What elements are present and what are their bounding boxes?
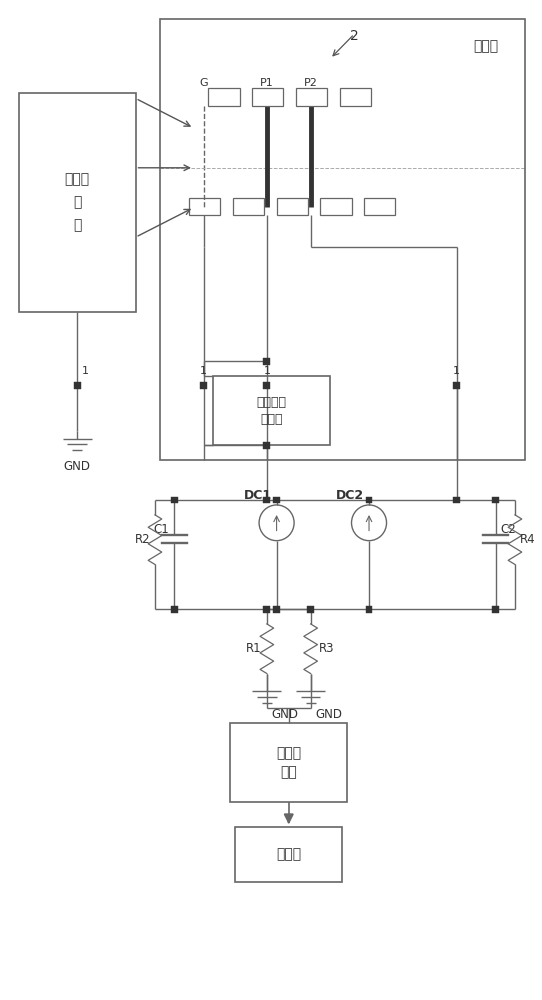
Bar — [364, 198, 395, 215]
Bar — [307, 606, 314, 613]
Text: R3: R3 — [319, 642, 334, 655]
Text: 控制信号
发生器: 控制信号 发生器 — [257, 396, 287, 426]
Bar — [214, 376, 330, 445]
Bar — [492, 606, 499, 613]
Text: R4: R4 — [520, 533, 535, 546]
Bar — [273, 497, 280, 503]
Bar — [453, 382, 460, 389]
Bar — [366, 497, 372, 503]
Text: C1: C1 — [154, 523, 170, 536]
Text: 数据采
集卡: 数据采 集卡 — [276, 747, 301, 779]
Text: R1: R1 — [247, 642, 262, 655]
Bar — [19, 93, 136, 312]
Bar — [74, 382, 81, 389]
Text: 1: 1 — [82, 366, 89, 376]
Bar — [230, 723, 347, 802]
Text: P2: P2 — [304, 78, 318, 88]
Bar — [235, 827, 342, 882]
Text: 1: 1 — [263, 366, 270, 376]
Bar — [200, 382, 207, 389]
Bar — [276, 198, 308, 215]
Text: P1: P1 — [260, 78, 274, 88]
Text: GND: GND — [63, 460, 91, 473]
Bar — [233, 198, 264, 215]
Bar — [263, 442, 270, 449]
Bar — [171, 606, 178, 613]
Text: 真空室: 真空室 — [473, 39, 498, 53]
Bar — [263, 606, 270, 613]
Bar — [189, 198, 220, 215]
Text: 2: 2 — [350, 29, 359, 43]
Text: C2: C2 — [500, 523, 516, 536]
Bar — [160, 19, 525, 460]
Text: GND: GND — [315, 708, 343, 721]
Text: 1: 1 — [453, 366, 460, 376]
Bar — [252, 88, 283, 106]
Bar — [453, 497, 460, 503]
Text: DC1: DC1 — [243, 489, 272, 502]
Bar — [263, 358, 270, 365]
Bar — [366, 606, 372, 613]
Bar — [273, 606, 280, 613]
Bar — [320, 198, 352, 215]
Text: R2: R2 — [134, 533, 150, 546]
Bar — [263, 497, 270, 503]
Bar — [296, 88, 327, 106]
Text: G: G — [199, 78, 208, 88]
Text: 计算机: 计算机 — [276, 848, 301, 862]
Text: 1: 1 — [200, 366, 207, 376]
Text: GND: GND — [272, 708, 299, 721]
Text: 等离子
体
源: 等离子 体 源 — [64, 173, 89, 232]
Bar — [209, 88, 240, 106]
Bar — [492, 497, 499, 503]
Bar — [340, 88, 371, 106]
Bar — [263, 382, 270, 389]
Bar — [171, 497, 178, 503]
Text: DC2: DC2 — [336, 489, 364, 502]
